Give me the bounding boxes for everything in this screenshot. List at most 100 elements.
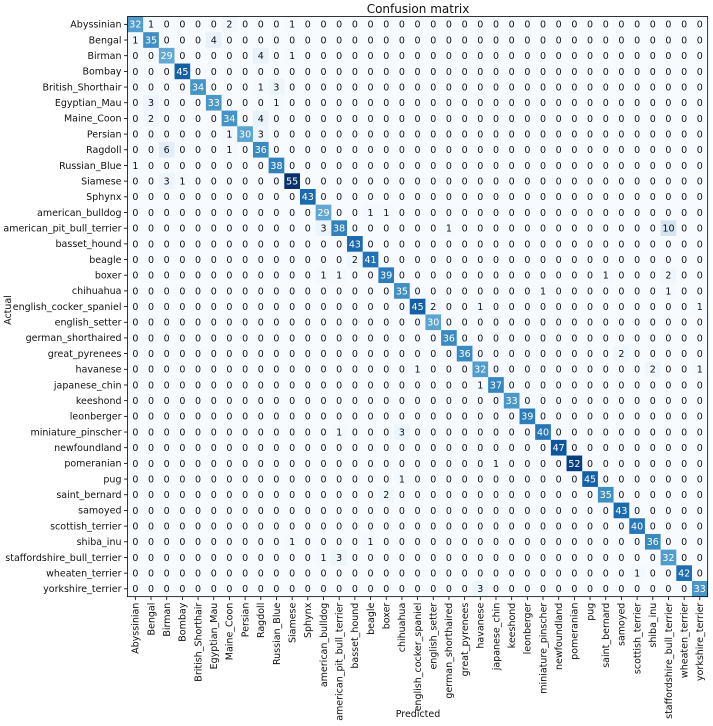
heatmap-cell [441, 251, 458, 268]
cell-value: 0 [556, 161, 562, 172]
heatmap-cell [237, 471, 254, 488]
heatmap-cell [629, 141, 646, 158]
cell-value: 1 [336, 427, 342, 438]
heatmap-cell [676, 110, 693, 127]
cell-value: 0 [368, 67, 374, 78]
heatmap-cell [190, 94, 207, 111]
cell-value: 0 [509, 569, 515, 580]
cell-value: 0 [289, 114, 295, 125]
cell-value: 0 [195, 396, 201, 407]
cell-value: 0 [603, 474, 609, 485]
cell-value: 0 [446, 506, 452, 517]
heatmap-cell [158, 455, 175, 472]
heatmap-cell [456, 204, 473, 221]
heatmap-cell [472, 110, 489, 127]
cell-value: 0 [336, 412, 342, 423]
cell-value: 32 [129, 20, 141, 31]
heatmap-cell [550, 486, 567, 503]
cell-value: 0 [195, 365, 201, 376]
heatmap-cell [158, 204, 175, 221]
cell-value: 0 [446, 396, 452, 407]
cell-value: 0 [681, 51, 687, 62]
heatmap-cell [550, 47, 567, 64]
cell-value: 0 [681, 192, 687, 203]
heatmap-cell [644, 220, 661, 237]
cell-value: 0 [148, 506, 154, 517]
cell-value: 0 [195, 192, 201, 203]
heatmap-cell [315, 251, 332, 268]
cell-value: 0 [289, 145, 295, 156]
cell-value: 0 [148, 208, 154, 219]
heatmap-cell [158, 126, 175, 143]
heatmap-cell [237, 267, 254, 284]
cell-value: 0 [148, 490, 154, 501]
cell-value: 0 [242, 161, 248, 172]
heatmap-cell [456, 518, 473, 535]
heatmap-cell [190, 439, 207, 456]
heatmap-cell [362, 251, 379, 268]
heatmap-cell [127, 141, 144, 158]
x-tick-label: Maine_Coon [225, 603, 236, 661]
cell-value: 0 [650, 506, 656, 517]
heatmap-cell [519, 330, 536, 347]
cell-value: 0 [587, 286, 593, 297]
heatmap-cell [331, 141, 348, 158]
cell-value: 0 [352, 365, 358, 376]
cell-value: 0 [352, 145, 358, 156]
cell-value: 0 [305, 98, 311, 109]
heatmap-cell [347, 392, 363, 409]
heatmap-cell [597, 518, 614, 535]
cell-value: 0 [571, 427, 577, 438]
cell-value: 0 [415, 474, 421, 485]
heatmap-cell [284, 424, 301, 441]
heatmap-cell [582, 16, 599, 33]
cell-value: 0 [524, 459, 530, 470]
cell-value: 0 [226, 271, 232, 282]
cell-value: 0 [399, 208, 405, 219]
x-tick-label: Bengal [146, 603, 157, 636]
cell-value: 0 [509, 286, 515, 297]
cell-value: 0 [477, 208, 483, 219]
heatmap-cell [347, 141, 363, 158]
cell-value: 0 [477, 553, 483, 564]
x-tick-label: newfoundland [554, 603, 565, 670]
heatmap-cell [174, 63, 191, 80]
cell-value: 0 [618, 443, 624, 454]
heatmap-cell [190, 502, 207, 519]
cell-value: 0 [477, 20, 483, 31]
cell-value: 52 [568, 459, 580, 470]
heatmap-cell [394, 94, 411, 111]
heatmap-cell [550, 267, 567, 284]
heatmap-cell [158, 157, 175, 174]
cell-value: 0 [524, 67, 530, 78]
heatmap-cell [660, 408, 677, 425]
heatmap-cell [252, 408, 269, 425]
heatmap-cell [582, 424, 599, 441]
heatmap-cell [378, 518, 395, 535]
cell-value: 0 [571, 522, 577, 533]
cell-value: 0 [242, 349, 248, 360]
heatmap-cell [660, 267, 677, 284]
cell-value: 0 [446, 318, 452, 329]
cell-value: 0 [477, 67, 483, 78]
heatmap-cell [691, 424, 708, 441]
heatmap-cell [221, 439, 238, 456]
heatmap-cell [268, 424, 285, 441]
heatmap-cell [409, 173, 426, 190]
cell-value: 0 [650, 67, 656, 78]
cell-value: 0 [211, 114, 217, 125]
heatmap-cell [597, 424, 614, 441]
cell-value: 0 [415, 333, 421, 344]
heatmap-cell [237, 439, 254, 456]
heatmap-cell [441, 502, 458, 519]
cell-value: 0 [305, 333, 311, 344]
heatmap-cell [143, 173, 160, 190]
heatmap-cell [347, 220, 363, 237]
cell-value: 0 [132, 224, 138, 235]
cell-value: 0 [226, 443, 232, 454]
cell-value: 0 [587, 35, 593, 46]
cell-value: 0 [587, 584, 593, 595]
cell-value: 0 [571, 490, 577, 501]
heatmap-cell [362, 94, 379, 111]
chart-title: Confusion matrix [367, 2, 470, 16]
